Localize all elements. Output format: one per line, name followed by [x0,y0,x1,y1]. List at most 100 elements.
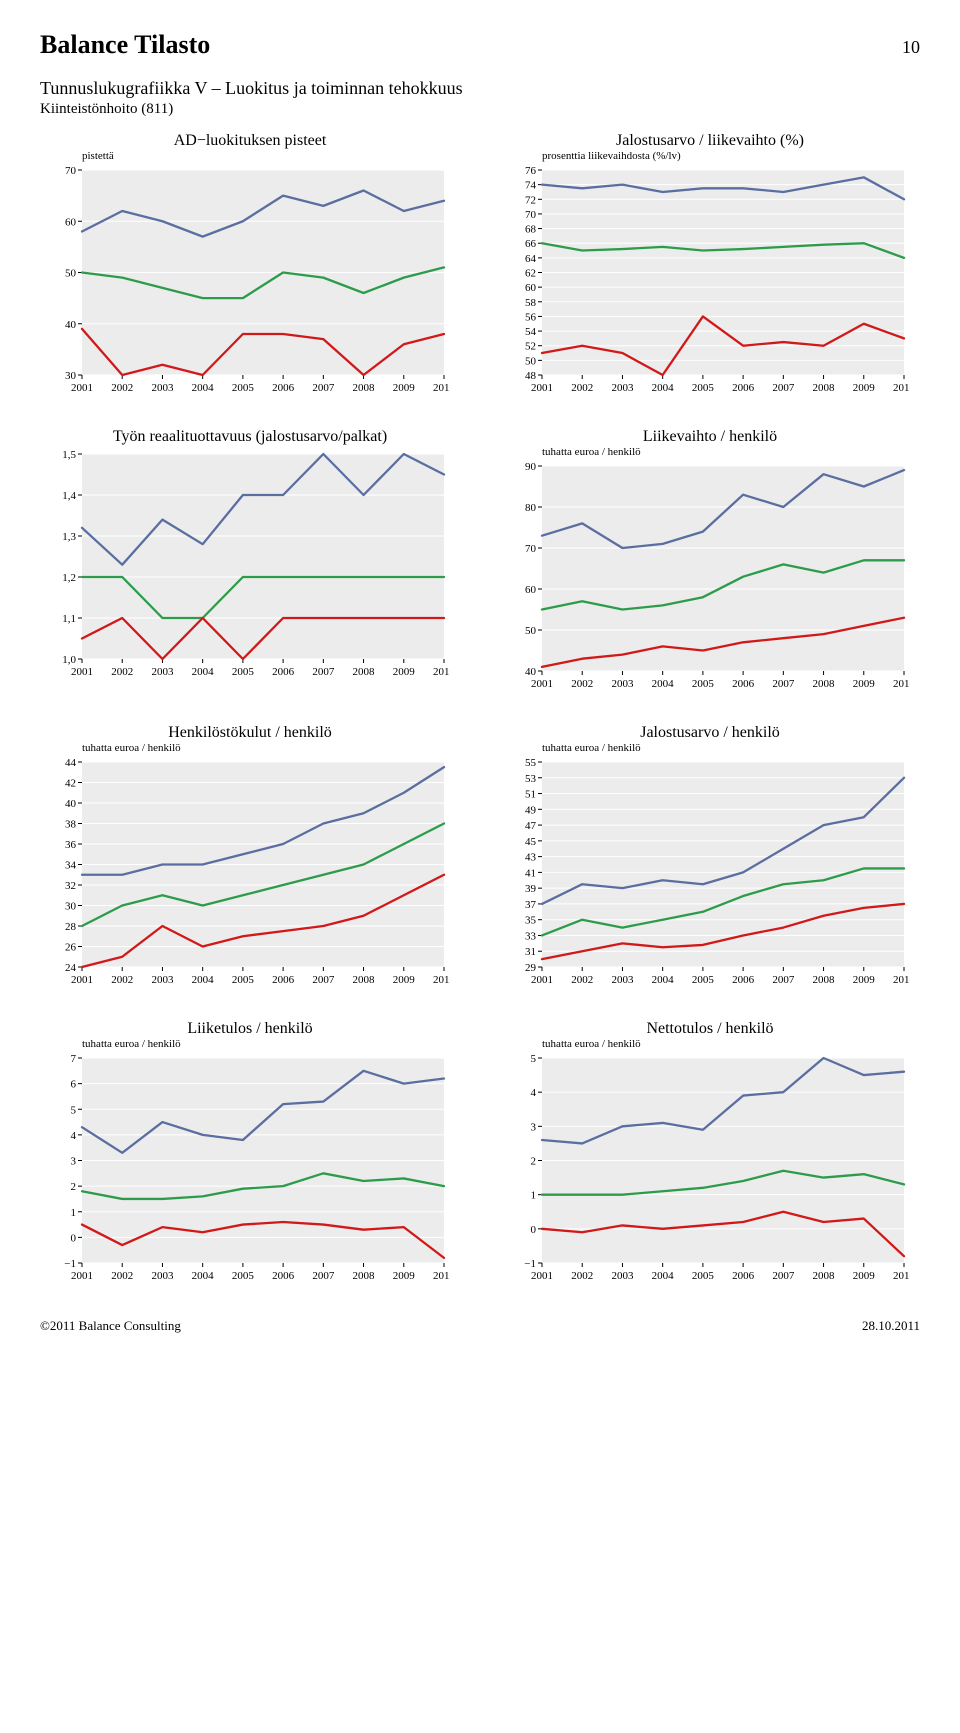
svg-text:2001: 2001 [71,382,93,394]
chart-sub: tuhatta euroa / henkilö [82,742,460,754]
svg-text:4: 4 [531,1087,537,1099]
svg-text:2007: 2007 [772,974,795,986]
svg-text:2001: 2001 [531,974,553,986]
svg-text:2005: 2005 [232,1270,255,1282]
svg-text:5: 5 [531,1053,537,1065]
svg-text:41: 41 [525,867,536,879]
svg-text:2001: 2001 [71,1270,93,1282]
svg-text:53: 53 [525,773,537,785]
svg-text:2007: 2007 [772,1270,795,1282]
svg-text:2005: 2005 [692,382,715,394]
svg-text:51: 51 [525,789,536,801]
svg-text:2001: 2001 [71,666,93,678]
svg-text:2001: 2001 [531,382,553,394]
svg-text:2010: 2010 [893,382,910,394]
svg-text:80: 80 [525,502,537,514]
chart-svg: 3040506070200120022003200420052006200720… [40,164,460,404]
svg-text:70: 70 [525,209,537,221]
svg-text:36: 36 [65,839,77,851]
chart-svg: 1,01,11,21,31,41,52001200220032004200520… [40,448,460,688]
footer-right: 28.10.2011 [862,1318,920,1334]
svg-text:2009: 2009 [853,382,876,394]
svg-text:2007: 2007 [312,382,335,394]
svg-text:40: 40 [525,666,537,678]
svg-text:0: 0 [531,1224,537,1236]
svg-text:4: 4 [71,1130,77,1142]
svg-text:1,1: 1,1 [62,613,76,625]
svg-text:2007: 2007 [312,666,335,678]
svg-text:50: 50 [525,355,537,367]
svg-text:2003: 2003 [611,974,634,986]
svg-text:2010: 2010 [893,1270,910,1282]
chart-sub: tuhatta euroa / henkilö [82,1038,460,1050]
chart-title: Liikevaihto / henkilö [500,428,920,446]
svg-text:2004: 2004 [652,678,675,690]
svg-text:−1: −1 [64,1258,76,1270]
svg-text:2002: 2002 [571,678,593,690]
svg-text:90: 90 [525,461,537,473]
svg-text:2002: 2002 [571,1270,593,1282]
chart-c2: Jalostusarvo / liikevaihto (%)prosenttia… [500,132,920,404]
svg-text:2005: 2005 [692,1270,715,1282]
svg-text:2009: 2009 [853,1270,876,1282]
chart-title: Liiketulos / henkilö [40,1020,460,1038]
svg-text:2004: 2004 [192,1270,215,1282]
svg-text:1,2: 1,2 [62,572,76,584]
svg-text:70: 70 [65,165,77,177]
svg-text:2002: 2002 [571,382,593,394]
svg-text:48: 48 [525,370,537,382]
svg-text:2008: 2008 [353,382,376,394]
chart-sub: pistettä [82,150,460,162]
svg-text:2001: 2001 [71,974,93,986]
section-title: Tunnuslukugrafiikka V – Luokitus ja toim… [40,78,920,99]
svg-text:2006: 2006 [272,382,295,394]
svg-text:2001: 2001 [531,1270,553,1282]
svg-text:42: 42 [65,778,76,790]
svg-text:2006: 2006 [732,678,755,690]
svg-text:2006: 2006 [272,974,295,986]
svg-text:2003: 2003 [151,382,174,394]
svg-text:2010: 2010 [433,974,450,986]
svg-text:6: 6 [71,1079,77,1091]
svg-text:2002: 2002 [111,666,133,678]
svg-text:50: 50 [525,625,537,637]
svg-text:2003: 2003 [611,678,634,690]
svg-text:39: 39 [525,883,537,895]
svg-text:2008: 2008 [813,678,836,690]
charts-grid: AD−luokituksen pisteetpistettä3040506070… [40,132,920,1292]
svg-text:60: 60 [525,584,537,596]
page-number: 10 [902,37,920,58]
svg-text:2008: 2008 [813,382,836,394]
svg-text:40: 40 [65,319,77,331]
svg-text:74: 74 [525,180,537,192]
svg-text:2: 2 [71,1181,77,1193]
svg-text:2008: 2008 [353,666,376,678]
svg-text:2004: 2004 [652,382,675,394]
svg-text:2009: 2009 [853,974,876,986]
section-sub: Kiinteistönhoito (811) [40,101,920,118]
svg-text:29: 29 [525,962,537,974]
chart-title: Nettotulos / henkilö [500,1020,920,1038]
svg-text:30: 30 [65,901,77,913]
svg-text:56: 56 [525,311,537,323]
svg-text:47: 47 [525,820,537,832]
svg-text:2009: 2009 [393,666,416,678]
svg-text:2007: 2007 [772,382,795,394]
svg-text:2005: 2005 [232,666,255,678]
chart-svg: 2426283032343638404244200120022003200420… [40,756,460,996]
svg-text:24: 24 [65,962,77,974]
svg-text:38: 38 [65,819,77,831]
chart-c4: Liikevaihto / henkilötuhatta euroa / hen… [500,428,920,700]
svg-text:2004: 2004 [192,382,215,394]
chart-sub: tuhatta euroa / henkilö [542,1038,920,1050]
svg-text:2004: 2004 [192,666,215,678]
svg-text:70: 70 [525,543,537,555]
chart-title: Jalostusarvo / liikevaihto (%) [500,132,920,150]
svg-text:2008: 2008 [813,974,836,986]
chart-c8: Nettotulos / henkilötuhatta euroa / henk… [500,1020,920,1292]
chart-c3: Työn reaalituottavuus (jalostusarvo/palk… [40,428,460,700]
svg-text:32: 32 [65,880,76,892]
svg-text:2: 2 [531,1156,537,1168]
svg-text:2005: 2005 [692,678,715,690]
svg-text:2002: 2002 [111,974,133,986]
